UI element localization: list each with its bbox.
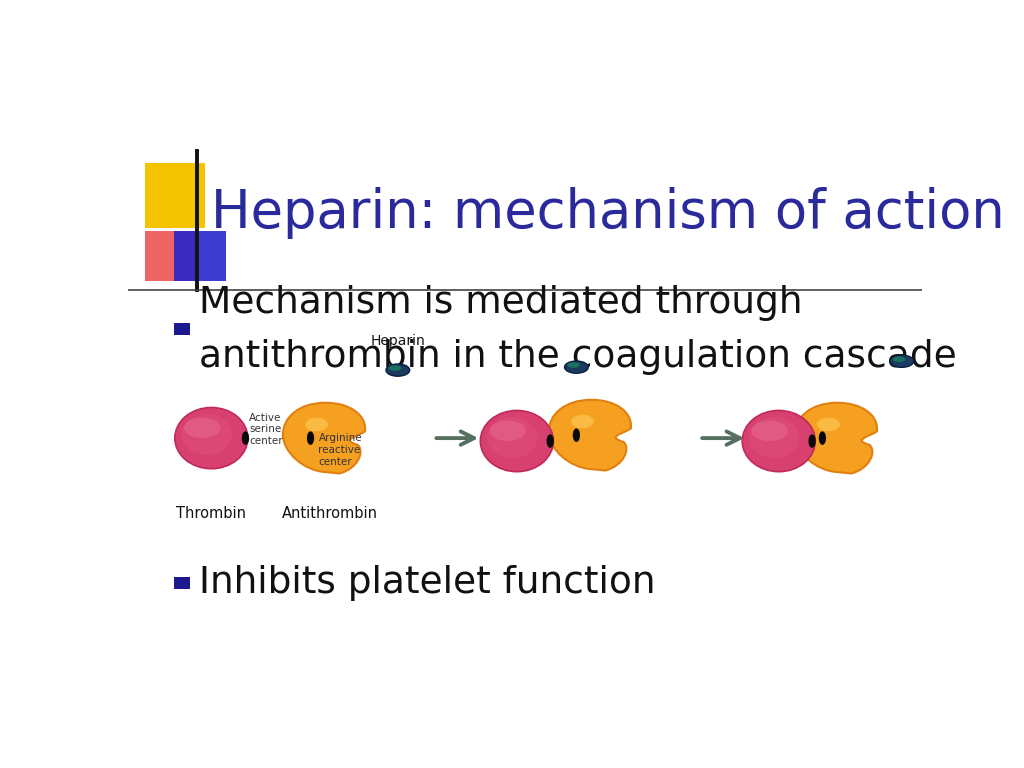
Ellipse shape — [489, 421, 526, 441]
Bar — [174, 577, 189, 589]
Ellipse shape — [817, 418, 840, 432]
FancyBboxPatch shape — [145, 163, 205, 228]
Ellipse shape — [808, 434, 816, 448]
PathPatch shape — [795, 402, 877, 473]
Text: Heparin: Heparin — [371, 333, 425, 348]
Ellipse shape — [890, 355, 913, 367]
PathPatch shape — [549, 400, 631, 471]
Ellipse shape — [564, 361, 588, 373]
Text: antithrombin in the coagulation cascade: antithrombin in the coagulation cascade — [200, 339, 957, 375]
Ellipse shape — [567, 362, 580, 368]
Text: Antithrombin: Antithrombin — [283, 506, 379, 521]
Bar — [174, 323, 189, 335]
Ellipse shape — [480, 410, 553, 472]
Ellipse shape — [242, 432, 249, 445]
FancyBboxPatch shape — [145, 231, 196, 281]
PathPatch shape — [283, 402, 366, 473]
Text: Mechanism is mediated through: Mechanism is mediated through — [200, 285, 803, 321]
Ellipse shape — [386, 364, 410, 376]
Text: Heparin: mechanism of action: Heparin: mechanism of action — [211, 187, 1006, 240]
Ellipse shape — [742, 410, 815, 472]
Ellipse shape — [389, 366, 401, 371]
Ellipse shape — [750, 417, 800, 458]
Ellipse shape — [181, 414, 231, 455]
Ellipse shape — [184, 418, 220, 438]
Ellipse shape — [571, 415, 594, 429]
Text: Inhibits platelet function: Inhibits platelet function — [200, 565, 656, 601]
Ellipse shape — [547, 434, 554, 448]
FancyBboxPatch shape — [174, 231, 225, 281]
Ellipse shape — [305, 418, 328, 432]
Text: Arginine
reactive
center: Arginine reactive center — [318, 433, 362, 466]
Ellipse shape — [572, 429, 580, 442]
Text: Thrombin: Thrombin — [176, 506, 247, 521]
Ellipse shape — [175, 408, 248, 468]
Text: Active
serine
center: Active serine center — [250, 412, 283, 446]
Ellipse shape — [752, 421, 787, 441]
Ellipse shape — [487, 417, 538, 458]
Ellipse shape — [307, 432, 314, 445]
Ellipse shape — [819, 432, 826, 445]
Ellipse shape — [893, 356, 905, 362]
